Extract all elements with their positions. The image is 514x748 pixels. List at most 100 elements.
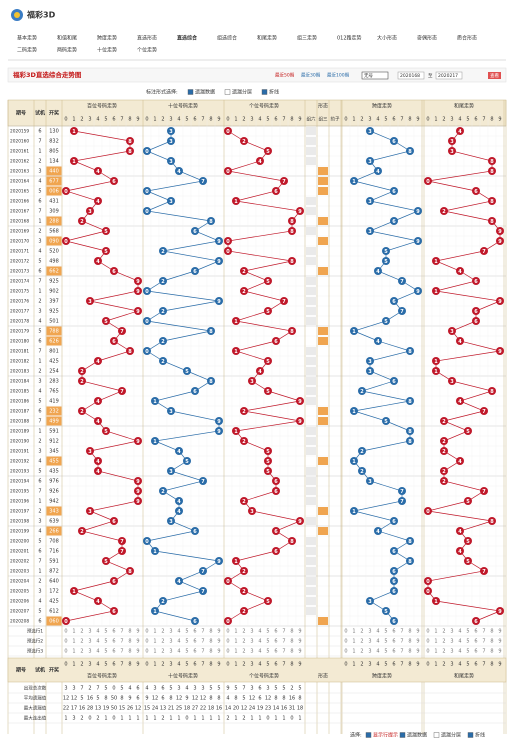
nav-tab[interactable]: 跨度走势 <box>97 35 117 42</box>
checkbox[interactable] <box>467 732 474 738</box>
preselect-digit[interactable]: 6 <box>193 629 196 635</box>
preselect-digit[interactable]: 4 <box>258 629 261 635</box>
preselect-digit[interactable]: 0 <box>145 639 148 645</box>
preselect-digit[interactable]: 0 <box>344 639 347 645</box>
preselect-digit[interactable]: 7 <box>482 639 485 645</box>
preselect-digit[interactable]: 4 <box>177 649 180 655</box>
option-label[interactable]: 遗漏分层 <box>232 89 252 96</box>
nav-tab[interactable]: 奇偶形态 <box>417 35 437 42</box>
preselect-digit[interactable]: 4 <box>96 649 99 655</box>
nav-tab[interactable]: 十位走势 <box>97 47 117 54</box>
preselect-digit[interactable]: 7 <box>400 649 403 655</box>
preselect-digit[interactable]: 3 <box>88 649 91 655</box>
preselect-digit[interactable]: 2 <box>442 639 445 645</box>
recent-link[interactable]: 最近50期 <box>275 72 295 79</box>
preselect-digit[interactable]: 4 <box>258 649 261 655</box>
preselect-digit[interactable]: 6 <box>193 639 196 645</box>
preselect-digit[interactable]: 7 <box>282 639 285 645</box>
preselect-digit[interactable]: 9 <box>498 639 501 645</box>
preselect-digit[interactable]: 0 <box>64 639 67 645</box>
preselect-digit[interactable]: 4 <box>376 649 379 655</box>
preselect-digit[interactable]: 5 <box>185 629 188 635</box>
footer-option[interactable]: 遗漏数据 <box>407 732 427 739</box>
preselect-digit[interactable]: 6 <box>474 649 477 655</box>
preselect-digit[interactable]: 5 <box>185 649 188 655</box>
preselect-digit[interactable]: 6 <box>193 649 196 655</box>
checkbox[interactable] <box>187 89 194 95</box>
preselect-digit[interactable]: 5 <box>466 639 469 645</box>
preselect-digit[interactable]: 6 <box>392 649 395 655</box>
preselect-digit[interactable]: 0 <box>226 649 229 655</box>
preselect-digit[interactable]: 2 <box>80 639 83 645</box>
preselect-digit[interactable]: 7 <box>482 629 485 635</box>
nav-tab[interactable]: 两码走势 <box>57 47 77 54</box>
preselect-digit[interactable]: 9 <box>416 639 419 645</box>
preselect-digit[interactable]: 3 <box>450 639 453 645</box>
preselect-digit[interactable]: 2 <box>242 649 245 655</box>
nav-tab[interactable]: 组选综合 <box>217 35 237 42</box>
preselect-digit[interactable]: 4 <box>376 639 379 645</box>
preselect-digit[interactable]: 1 <box>72 629 75 635</box>
preselect-digit[interactable]: 7 <box>400 629 403 635</box>
preselect-digit[interactable]: 0 <box>226 639 229 645</box>
preselect-digit[interactable]: 4 <box>458 639 461 645</box>
preselect-digit[interactable]: 5 <box>266 649 269 655</box>
checkbox[interactable] <box>261 89 268 95</box>
preselect-digit[interactable]: 9 <box>217 639 220 645</box>
preselect-digit[interactable]: 3 <box>88 639 91 645</box>
preselect-digit[interactable]: 9 <box>416 629 419 635</box>
preselect-digit[interactable]: 7 <box>201 649 204 655</box>
preselect-digit[interactable]: 1 <box>153 639 156 645</box>
preselect-digit[interactable]: 1 <box>434 649 437 655</box>
preselect-digit[interactable]: 6 <box>274 629 277 635</box>
preselect-digit[interactable]: 3 <box>450 629 453 635</box>
preselect-digit[interactable]: 8 <box>209 639 212 645</box>
preselect-digit[interactable]: 4 <box>458 649 461 655</box>
preselect-digit[interactable]: 0 <box>344 629 347 635</box>
preselect-digit[interactable]: 8 <box>490 639 493 645</box>
checkbox[interactable] <box>224 89 231 95</box>
view-button[interactable]: 查看 <box>490 72 499 79</box>
preselect-digit[interactable]: 8 <box>290 629 293 635</box>
nav-tab[interactable]: 大小形态 <box>377 35 397 42</box>
preselect-digit[interactable]: 7 <box>400 639 403 645</box>
preselect-digit[interactable]: 7 <box>120 639 123 645</box>
preselect-digit[interactable]: 8 <box>290 649 293 655</box>
preselect-digit[interactable]: 0 <box>145 649 148 655</box>
preselect-digit[interactable]: 1 <box>153 649 156 655</box>
preselect-digit[interactable]: 4 <box>458 629 461 635</box>
preselect-digit[interactable]: 5 <box>266 629 269 635</box>
preselect-digit[interactable]: 6 <box>274 649 277 655</box>
nav-tab[interactable]: 基本走势 <box>17 35 37 42</box>
preselect-digit[interactable]: 3 <box>368 629 371 635</box>
preselect-digit[interactable]: 1 <box>434 639 437 645</box>
preselect-digit[interactable]: 3 <box>368 649 371 655</box>
preselect-digit[interactable]: 2 <box>161 639 164 645</box>
footer-option[interactable]: 遗漏分层 <box>441 732 461 739</box>
preselect-digit[interactable]: 1 <box>72 639 75 645</box>
nav-tab[interactable]: 和值和尾 <box>57 35 77 42</box>
nav-tab[interactable]: 二码走势 <box>17 47 37 54</box>
preselect-digit[interactable]: 2 <box>161 629 164 635</box>
preselect-digit[interactable]: 4 <box>376 629 379 635</box>
preselect-digit[interactable]: 3 <box>169 649 172 655</box>
preselect-digit[interactable]: 6 <box>474 639 477 645</box>
preselect-digit[interactable]: 2 <box>360 639 363 645</box>
preselect-digit[interactable]: 1 <box>352 639 355 645</box>
preselect-digit[interactable]: 9 <box>136 629 139 635</box>
preselect-digit[interactable]: 2 <box>242 639 245 645</box>
preselect-digit[interactable]: 6 <box>474 629 477 635</box>
preselect-digit[interactable]: 4 <box>177 629 180 635</box>
preselect-digit[interactable]: 3 <box>88 629 91 635</box>
preselect-digit[interactable]: 6 <box>392 639 395 645</box>
preselect-digit[interactable]: 5 <box>384 629 387 635</box>
preselect-digit[interactable]: 4 <box>96 639 99 645</box>
preselect-digit[interactable]: 7 <box>482 649 485 655</box>
preselect-digit[interactable]: 8 <box>128 649 131 655</box>
preselect-digit[interactable]: 6 <box>392 629 395 635</box>
preselect-digit[interactable]: 2 <box>80 649 83 655</box>
preselect-digit[interactable]: 1 <box>153 629 156 635</box>
nav-tab[interactable]: 质合形态 <box>457 35 477 42</box>
preselect-digit[interactable]: 8 <box>490 649 493 655</box>
preselect-digit[interactable]: 5 <box>104 639 107 645</box>
